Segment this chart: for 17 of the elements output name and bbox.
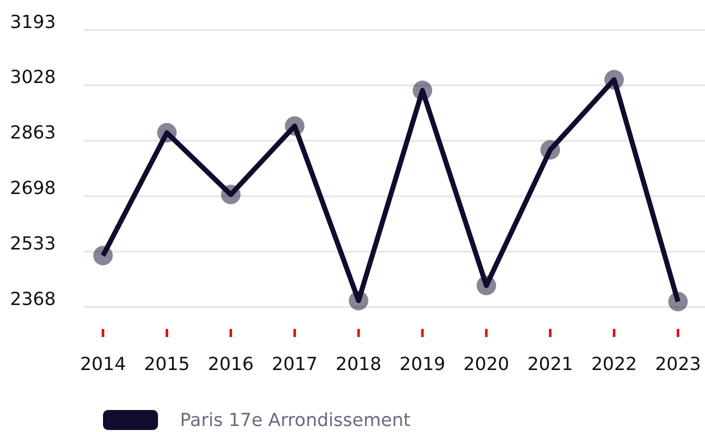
legend-label: Paris 17e Arrondissement (180, 410, 410, 431)
x-tick-label: 2015 (144, 354, 190, 375)
y-tick-label: 3193 (10, 12, 56, 33)
x-tick-label: 2019 (400, 354, 446, 375)
x-tick-label: 2014 (80, 354, 126, 375)
x-tick-label: 2021 (527, 354, 574, 375)
x-tick-label: 2020 (463, 354, 510, 375)
y-tick-label: 2698 (10, 178, 56, 199)
x-tick-label: 2016 (208, 354, 254, 375)
y-tick-label: 2533 (10, 233, 56, 254)
x-tick-label: 2017 (272, 354, 318, 375)
y-tick-label: 2368 (10, 288, 56, 310)
x-tick-label: 2023 (655, 354, 701, 375)
x-tick-label: 2018 (336, 354, 382, 375)
y-tick-label: 2863 (10, 122, 56, 144)
y-tick-label: 3028 (10, 67, 56, 88)
x-tick-label: 2022 (591, 354, 638, 375)
